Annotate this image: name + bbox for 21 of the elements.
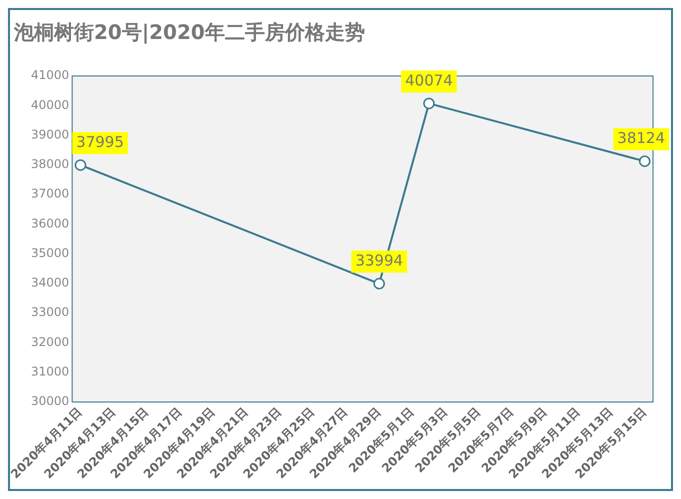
y-tick-label: 39000 (30, 127, 70, 142)
chart-title: 泡桐树街20号|2020年二手房价格走势 (13, 20, 365, 44)
point (74, 159, 86, 171)
y-tick-label: 36000 (30, 216, 70, 230)
data-label: 33994 (355, 252, 404, 270)
y-tick-label: 40000 (30, 98, 70, 112)
y-tick-label: 31000 (30, 364, 70, 379)
y-tick-label: 32000 (30, 334, 70, 349)
y-tick-label: 38000 (30, 157, 70, 172)
point (373, 278, 385, 290)
data-label: 38124 (617, 129, 665, 148)
data-label: 40074 (405, 71, 453, 90)
y-tick-label: 35000 (30, 246, 70, 260)
point (638, 155, 650, 167)
data-label: 37995 (76, 132, 124, 151)
y-tick-label: 33000 (30, 305, 70, 320)
y-tick-label: 37000 (30, 186, 70, 201)
y-tick-label: 41000 (30, 68, 70, 82)
point (423, 98, 435, 110)
y-tick-label: 30000 (30, 394, 70, 408)
y-tick-label: 34000 (30, 276, 70, 290)
